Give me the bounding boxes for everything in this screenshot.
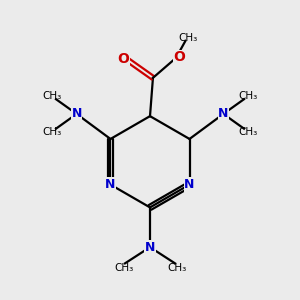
Text: CH₃: CH₃ bbox=[239, 91, 258, 101]
Text: N: N bbox=[145, 241, 155, 254]
Text: CH₃: CH₃ bbox=[42, 91, 61, 101]
Text: CH₃: CH₃ bbox=[167, 263, 186, 273]
Text: CH₃: CH₃ bbox=[114, 263, 133, 273]
Text: CH₃: CH₃ bbox=[179, 33, 198, 43]
Text: CH₃: CH₃ bbox=[42, 127, 61, 137]
Text: O: O bbox=[118, 52, 129, 66]
Text: N: N bbox=[218, 107, 229, 120]
Text: CH₃: CH₃ bbox=[239, 127, 258, 137]
Text: N: N bbox=[184, 178, 195, 191]
Text: O: O bbox=[173, 50, 185, 64]
Text: N: N bbox=[71, 107, 82, 120]
Text: N: N bbox=[105, 178, 116, 191]
